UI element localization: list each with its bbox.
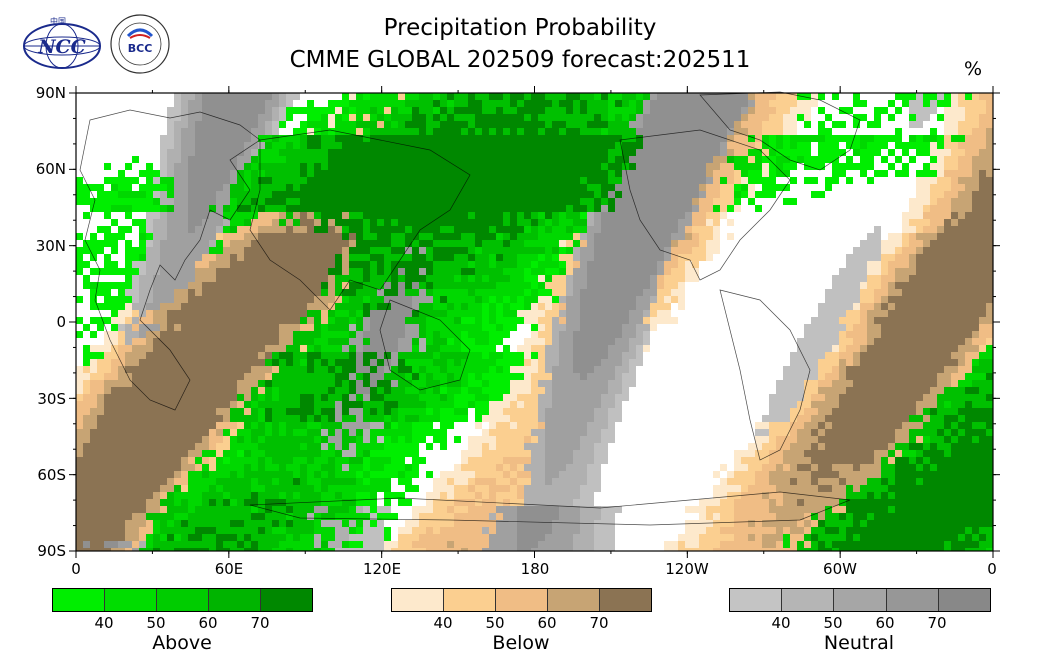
colorbar-swatch [443,589,495,611]
unit-label: % [964,58,983,80]
ncc-logo: NCC 中国 [23,16,101,69]
colorbar-below-tick: 70 [589,614,609,632]
colorbar-neutral-tick: 50 [823,614,843,632]
colorbar-swatch [730,589,782,611]
map-subtitle: CMME GLOBAL 202509 forecast:202511 [289,47,751,73]
colorbar-below-label: Below [492,632,550,654]
lat-label-60s: 60S [37,466,66,484]
ncc-logo-text: NCC [37,36,86,58]
lon-label-0: 0 [71,560,81,578]
colorbar-swatch [392,589,443,611]
lat-label-30n: 30N [35,237,66,255]
bcc-logo-text: BCC [128,42,153,55]
colorbar-swatch [260,589,312,611]
colorbar-below-tick: 50 [485,614,505,632]
lat-label-eq: 0 [56,313,66,331]
colorbar-swatch [833,589,886,611]
lon-label-0-end: 0 [987,560,997,578]
lon-label-180: 180 [520,560,550,578]
lon-label-120e: 120E [362,560,402,578]
colorbar-above-tick: 40 [94,614,114,632]
bcc-logo: BCC [110,14,170,74]
colorbar-swatch [53,589,104,611]
lon-label-60w: 60W [823,560,857,578]
ncc-logo-top-text: 中国 [50,16,66,26]
lat-label-90s: 90S [37,542,66,560]
colorbar-swatch [781,589,834,611]
lon-label-120w: 120W [665,560,709,578]
colorbar-above-tick: 50 [146,614,166,632]
lat-label-60n: 60N [35,160,66,178]
colorbar-above-tick: 60 [198,614,218,632]
map-title: Precipitation Probability [383,15,657,41]
colorbar-neutral-tick: 40 [771,614,791,632]
colorbar-swatch [547,589,599,611]
colorbar-neutral [729,588,991,612]
colorbar-below-tick: 40 [433,614,453,632]
precipitation-map [69,86,1000,558]
colorbar-below [391,588,652,612]
colorbar-swatch [495,589,547,611]
colorbar-swatch [208,589,260,611]
colorbar-below-tick: 60 [537,614,557,632]
map-cells [76,93,993,551]
lat-label-30s: 30S [37,390,66,408]
lat-label-90n: 90N [35,84,66,102]
colorbar-swatch [885,589,938,611]
colorbar-swatch [104,589,156,611]
colorbar-above-tick: 70 [250,614,270,632]
colorbar-swatch [156,589,208,611]
lon-label-60e: 60E [214,560,244,578]
coastlines [79,91,861,526]
colorbar-neutral-tick: 70 [927,614,947,632]
colorbar-swatch [599,589,651,611]
colorbar-above-label: Above [152,632,212,654]
map-ticks [69,86,1000,558]
colorbar-swatch [937,589,991,611]
colorbar-neutral-tick: 60 [875,614,895,632]
colorbar-above [52,588,313,612]
colorbar-neutral-label: Neutral [823,632,895,654]
